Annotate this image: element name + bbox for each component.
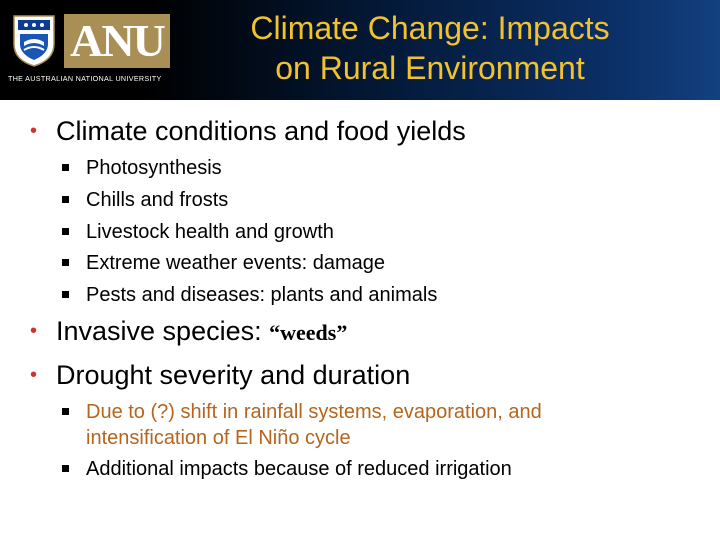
sub-bullet-text: Additional impacts because of reduced ir… — [86, 458, 512, 480]
bullet-dot-icon: • — [30, 320, 38, 342]
square-bullet-icon — [62, 465, 69, 472]
bullet-text: Invasive species: — [56, 316, 270, 346]
sub-bullet-text: intensification of El Niño cycle — [86, 427, 351, 449]
bullet-text: Drought severity and duration — [56, 360, 411, 390]
bullet-text-wrap: Invasive species: “weeds” — [56, 312, 347, 352]
square-bullet-icon — [62, 164, 69, 171]
sub-bullet-text: Livestock health and growth — [86, 221, 334, 243]
sub-bullet-text: Pests and diseases: plants and animals — [86, 284, 438, 306]
sub-bullet-text: Due to (?) shift in rainfall systems, ev… — [86, 401, 542, 423]
slide-title: Climate Change: Impacts on Rural Environ… — [180, 8, 680, 88]
bullet-text: Climate conditions and food yields — [56, 116, 466, 146]
square-bullet-icon — [62, 259, 69, 266]
title-line-1: Climate Change: Impacts — [250, 10, 610, 46]
sub-bullet-text: Photosynthesis — [86, 157, 222, 179]
university-name: THE AUSTRALIAN NATIONAL UNIVERSITY — [8, 74, 162, 83]
square-bullet-icon — [62, 196, 69, 203]
crest-icon — [13, 15, 55, 67]
sub-bullet-text: Chills and frosts — [86, 189, 229, 211]
square-bullet-icon — [62, 291, 69, 298]
square-bullet-icon — [62, 228, 69, 235]
title-line-2: on Rural Environment — [275, 50, 585, 86]
sub-bullet-text: Extreme weather events: damage — [86, 252, 386, 274]
square-bullet-icon — [62, 408, 69, 415]
weeds-emphasis: “weeds” — [269, 320, 348, 345]
logo-wordmark: ANU — [64, 14, 170, 68]
slide-body: • Climate conditions and food yields Pho… — [0, 100, 720, 540]
bullet-dot-icon: • — [30, 364, 38, 386]
bullet-dot-icon: • — [30, 120, 38, 142]
anu-logo: ANU THE AUSTRALIAN NATIONAL UNIVERSITY — [6, 10, 172, 84]
slide-header: ANU THE AUSTRALIAN NATIONAL UNIVERSITY C… — [0, 0, 720, 100]
